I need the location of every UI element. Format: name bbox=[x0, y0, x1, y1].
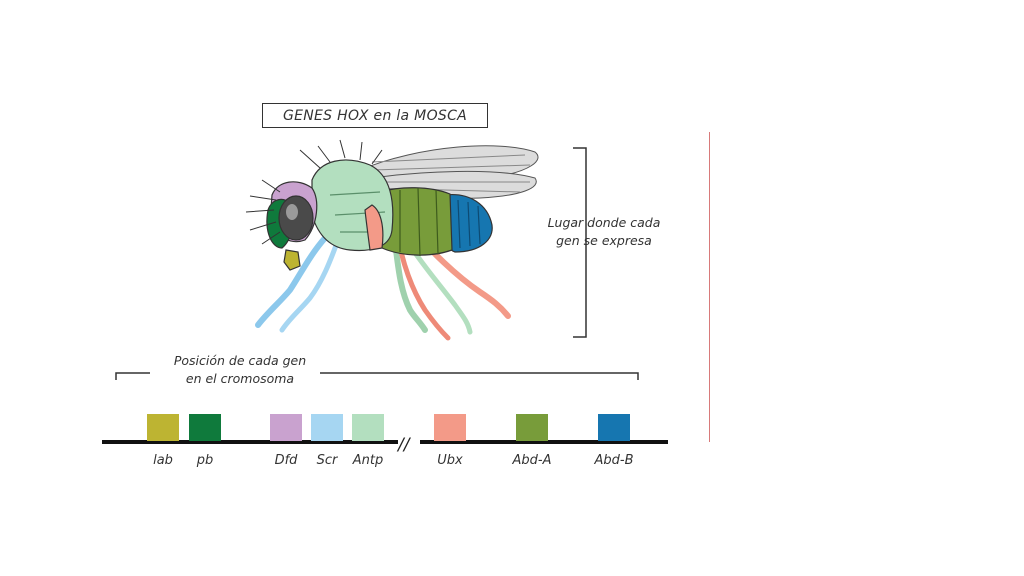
position-bracket bbox=[115, 372, 639, 380]
gene-box-antp bbox=[352, 414, 384, 441]
fly-bristles bbox=[245, 139, 383, 245]
leg-antp-2 bbox=[402, 235, 473, 335]
mouth-lab bbox=[283, 249, 301, 271]
leg-antp-1 bbox=[392, 239, 428, 333]
thorax-ubx bbox=[364, 204, 384, 251]
gene-box-dfd bbox=[270, 414, 302, 441]
fly-eye bbox=[278, 195, 314, 241]
gene-label-abdb: Abd-B bbox=[594, 453, 634, 468]
gene-box-pb bbox=[189, 414, 221, 441]
expression-bracket bbox=[573, 147, 587, 338]
gene-box-ubx bbox=[434, 414, 466, 441]
gene-boxes bbox=[147, 414, 630, 441]
position-label-line2: en el cromosoma bbox=[185, 371, 295, 386]
leg-ubx-2 bbox=[395, 233, 451, 341]
gene-box-abda bbox=[516, 414, 548, 441]
position-label-line1: Posición de cada gen bbox=[173, 353, 307, 368]
chromosome-break: // bbox=[396, 435, 412, 455]
gene-box-scr bbox=[311, 414, 343, 441]
leg-scr-1 bbox=[255, 235, 328, 328]
diagram-title: GENES HOX en la MOSCA bbox=[282, 107, 468, 124]
expression-label-line2: gen se expresa bbox=[556, 233, 652, 248]
position-label: Posición de cada gen en el cromosoma bbox=[150, 352, 330, 388]
expression-label: Lugar donde cada gen se expresa bbox=[540, 214, 668, 250]
gene-label-abda: Abd-A bbox=[512, 453, 552, 468]
expression-label-line1: Lugar donde cada bbox=[547, 215, 661, 230]
divider-line bbox=[709, 132, 710, 442]
gene-box-abdb bbox=[598, 414, 630, 441]
gene-label-ubx: Ubx bbox=[437, 453, 463, 468]
gene-label-dfd: Dfd bbox=[274, 453, 298, 468]
gene-label-scr: Scr bbox=[316, 453, 338, 468]
gene-label-pb: pb bbox=[196, 453, 214, 468]
gene-box-lab bbox=[147, 414, 179, 441]
title-box: GENES HOX en la MOSCA bbox=[262, 103, 488, 128]
gene-label-lab: lab bbox=[153, 453, 173, 468]
gene-label-antp: Antp bbox=[352, 453, 384, 468]
leg-scr-2 bbox=[279, 237, 341, 333]
chromosome: // bbox=[102, 434, 668, 455]
